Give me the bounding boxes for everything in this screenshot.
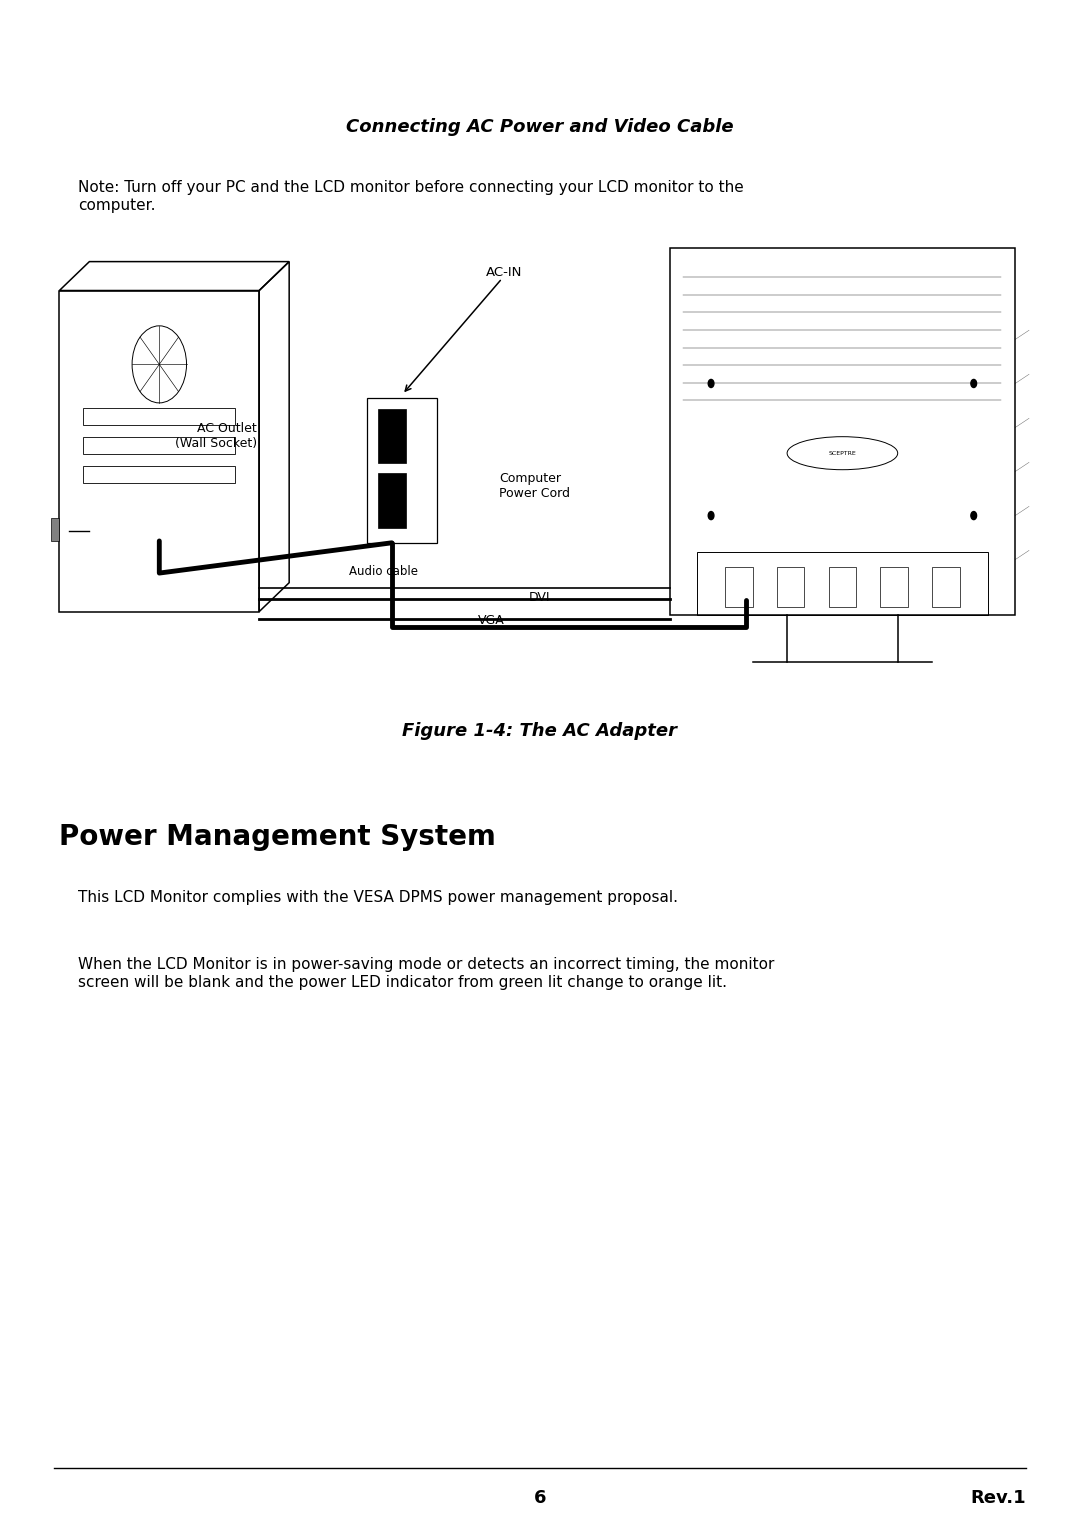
Polygon shape (378, 410, 406, 463)
Circle shape (971, 379, 976, 387)
Polygon shape (52, 518, 59, 541)
Text: Note: Turn off your PC and the LCD monitor before connecting your LCD monitor to: Note: Turn off your PC and the LCD monit… (78, 180, 743, 213)
Text: VGA: VGA (478, 615, 504, 627)
Polygon shape (378, 472, 406, 528)
Text: 6: 6 (534, 1489, 546, 1508)
Text: AC-IN: AC-IN (486, 266, 523, 278)
Text: Power Management System: Power Management System (59, 823, 497, 850)
Circle shape (708, 512, 714, 520)
Text: Computer
Power Cord: Computer Power Cord (499, 472, 570, 500)
Circle shape (708, 379, 714, 387)
Text: This LCD Monitor complies with the VESA DPMS power management proposal.: This LCD Monitor complies with the VESA … (78, 890, 678, 905)
Text: SCEPTRE: SCEPTRE (828, 451, 856, 456)
Text: Figure 1-4: The AC Adapter: Figure 1-4: The AC Adapter (403, 722, 677, 740)
Text: DVI: DVI (529, 592, 551, 604)
Text: When the LCD Monitor is in power-saving mode or detects an incorrect timing, the: When the LCD Monitor is in power-saving … (78, 957, 774, 989)
Text: Rev.1: Rev.1 (970, 1489, 1026, 1508)
Text: Audio cable: Audio cable (349, 566, 418, 578)
Text: AC Outlet
(Wall Socket): AC Outlet (Wall Socket) (175, 422, 257, 450)
Text: Connecting AC Power and Video Cable: Connecting AC Power and Video Cable (347, 118, 733, 136)
Circle shape (971, 512, 976, 520)
